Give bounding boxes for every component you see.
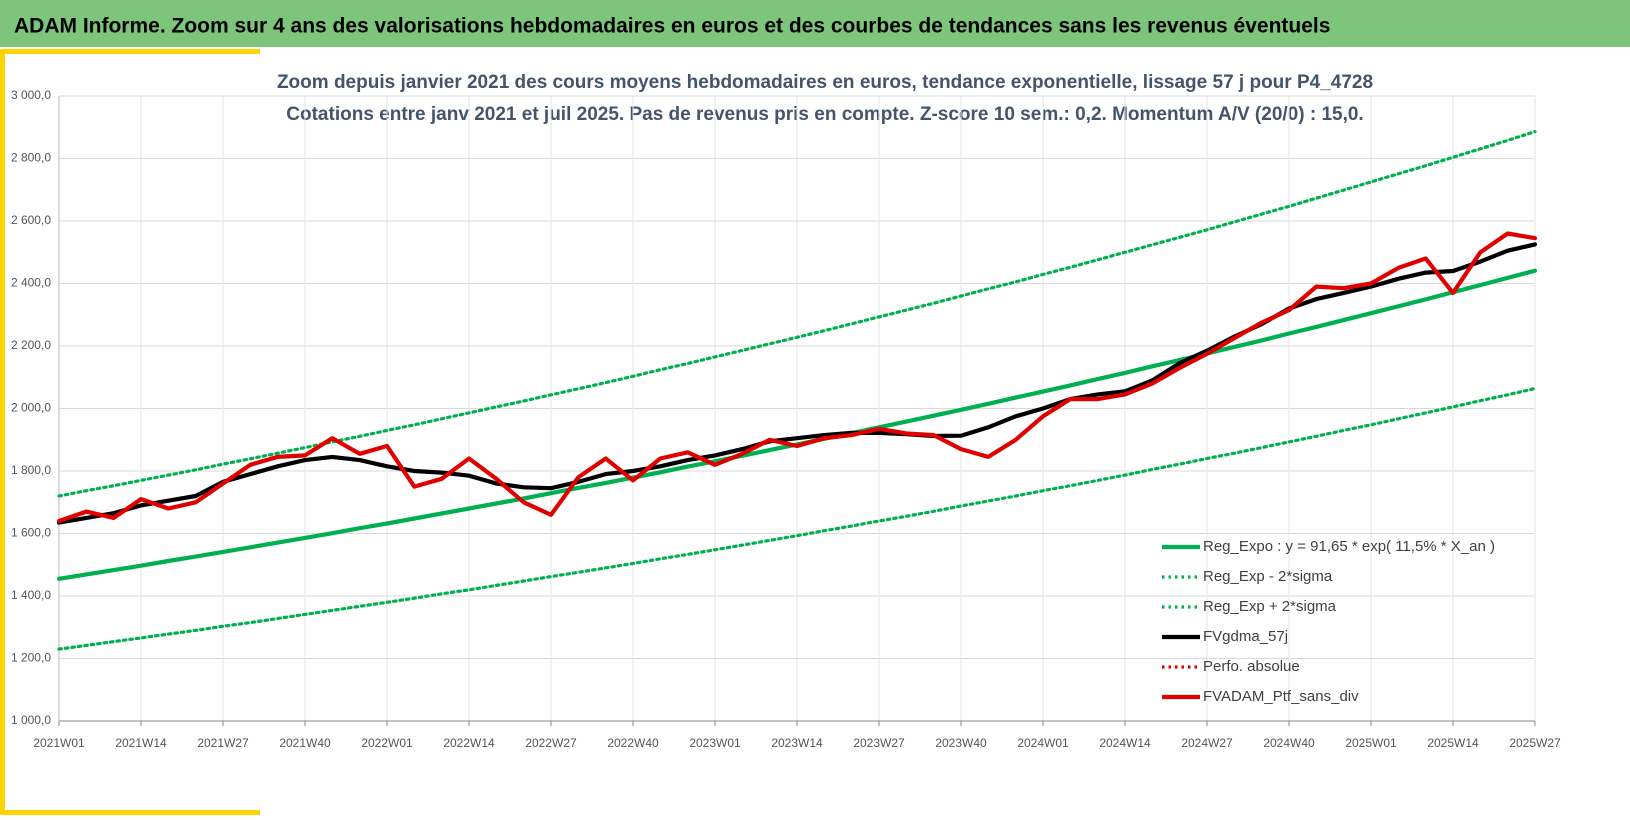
x-tick-label: 2025W14 — [1427, 736, 1479, 750]
series-line — [57, 386, 1537, 651]
x-tick-label: 2025W01 — [1345, 736, 1397, 750]
y-tick-label: 2 000,0 — [11, 401, 51, 415]
header-bar — [0, 0, 1630, 47]
x-tick-label: 2022W01 — [361, 736, 413, 750]
x-tick-label: 2022W40 — [607, 736, 659, 750]
legend-label: Reg_Exp - 2*sigma — [1203, 568, 1333, 585]
y-tick-label: 1 000,0 — [11, 713, 51, 727]
legend-label: Reg_Exp + 2*sigma — [1203, 598, 1337, 615]
x-tick-label: 2021W01 — [33, 736, 85, 750]
series-line — [56, 231, 1538, 524]
header-title: ADAM Informe. Zoom sur 4 ans des valoris… — [14, 15, 1330, 38]
x-tick-label: 2022W27 — [525, 736, 577, 750]
y-tick-label: 1 600,0 — [11, 526, 51, 540]
legend-label: FVADAM_Ptf_sans_div — [1203, 688, 1359, 705]
y-tick-label: 1 200,0 — [11, 651, 51, 665]
legend-label: FVgdma_57j — [1203, 628, 1288, 645]
accent — [0, 49, 260, 54]
legend-label: Perfo. absolue — [1203, 658, 1300, 675]
x-tick-label: 2024W14 — [1099, 736, 1151, 750]
y-tick-label: 3 000,0 — [11, 88, 51, 102]
y-tick-label: 2 400,0 — [11, 276, 51, 290]
x-tick-label: 2025W27 — [1509, 736, 1561, 750]
y-tick-label: 2 600,0 — [11, 213, 51, 227]
legend-label: Reg_Expo : y = 91,65 * exp( 11,5% * X_an… — [1203, 538, 1495, 555]
x-tick-label: 2024W27 — [1181, 736, 1233, 750]
x-tick-label: 2024W01 — [1017, 736, 1069, 750]
chart-bg — [0, 47, 1630, 815]
y-tick-label: 1 400,0 — [11, 588, 51, 602]
chart-subtitle: Cotations entre janv 2021 et juil 2025. … — [286, 104, 1363, 125]
x-tick-label: 2024W40 — [1263, 736, 1315, 750]
accent — [0, 49, 5, 815]
x-tick-label: 2023W40 — [935, 736, 987, 750]
y-tick-label: 2 800,0 — [11, 151, 51, 165]
series-line — [57, 130, 1537, 498]
x-tick-label: 2023W01 — [689, 736, 741, 750]
x-tick-label: 2021W40 — [279, 736, 331, 750]
x-tick-label: 2023W14 — [771, 736, 823, 750]
y-tick-label: 1 800,0 — [11, 463, 51, 477]
x-tick-label: 2021W27 — [197, 736, 249, 750]
y-tick-label: 2 200,0 — [11, 338, 51, 352]
x-tick-label: 2023W27 — [853, 736, 905, 750]
accent — [0, 810, 260, 815]
chart-title: Zoom depuis janvier 2021 des cours moyen… — [277, 72, 1373, 93]
x-tick-label: 2021W14 — [115, 736, 167, 750]
x-tick-label: 2022W14 — [443, 736, 495, 750]
